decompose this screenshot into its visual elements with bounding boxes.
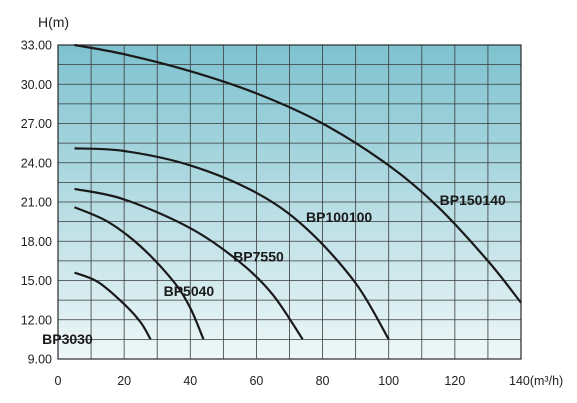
y-tick-label: 21.00: [21, 196, 52, 210]
x-tick-label: 20: [117, 374, 131, 388]
series-label-bp5040: BP5040: [164, 283, 215, 299]
series-label-bp150140: BP150140: [440, 192, 506, 208]
series-labels: BP150140 BP100100 BP7550 BP5040 BP3030: [42, 192, 506, 347]
x-tick-label: 140(m³/h): [509, 374, 563, 388]
y-tick-label: 33.00: [21, 39, 52, 53]
x-tick-label: 40: [183, 374, 197, 388]
x-tick-label: 60: [249, 374, 263, 388]
x-tick-label: 0: [55, 374, 62, 388]
y-tick-label: 18.00: [21, 235, 52, 249]
x-tick-label: 80: [316, 374, 330, 388]
x-tick-label: 100: [378, 374, 399, 388]
series-curve-bp100100: [74, 147, 390, 340]
series-curve-bp5040: [74, 206, 205, 340]
axis-ticks: 9.00 12.00 15.00 18.00 21.00 24.00 27.00 30.00 3…: [21, 39, 563, 389]
y-tick-label: 9.00: [28, 353, 52, 367]
plot-border: [57, 44, 522, 360]
y-tick-label: 12.00: [21, 313, 52, 327]
series-curves: [74, 43, 522, 341]
y-tick-label: 15.00: [21, 274, 52, 288]
y-tick-label: 27.00: [21, 117, 52, 131]
y-tick-label: 24.00: [21, 156, 52, 170]
series-label-bp100100: BP100100: [306, 209, 372, 225]
series-label-bp7550: BP7550: [233, 248, 284, 264]
series-label-bp3030: BP3030: [42, 331, 93, 347]
series-curve-bp3030: [74, 271, 152, 340]
series-curve-bp150140: [74, 43, 522, 304]
y-tick-label: 30.00: [21, 78, 52, 92]
grid: [57, 44, 522, 360]
series-curve-bp7550: [74, 187, 304, 341]
y-axis-label: H(m): [38, 14, 69, 30]
x-tick-label: 120: [444, 374, 465, 388]
